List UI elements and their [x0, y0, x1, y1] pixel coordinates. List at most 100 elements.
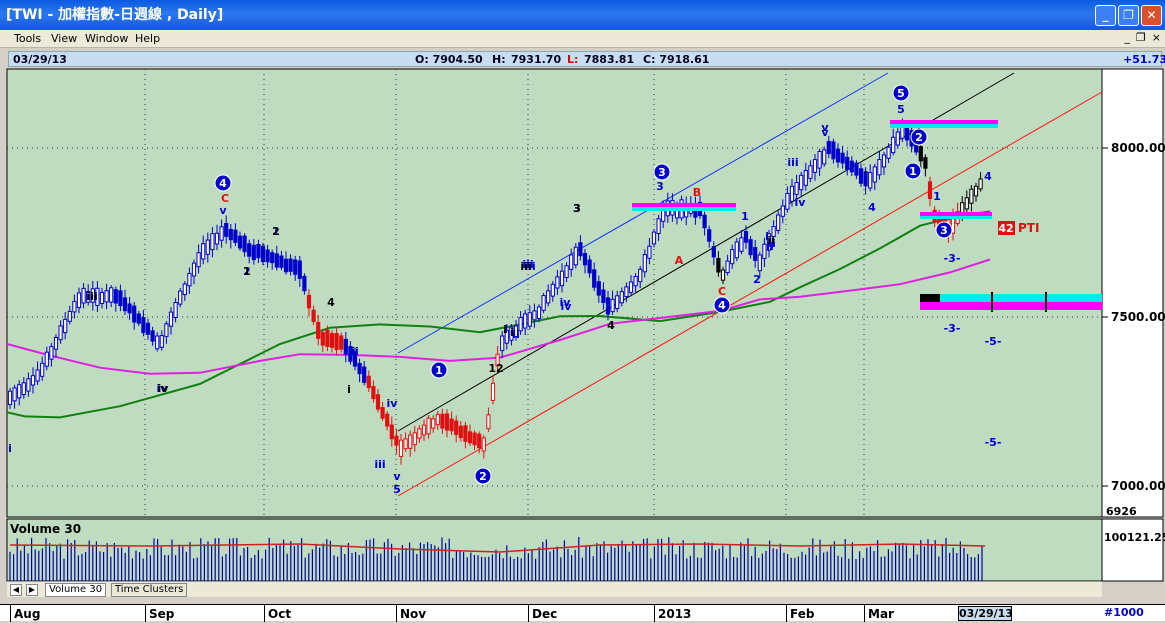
- close-button[interactable]: ✕: [1141, 5, 1162, 26]
- target-zone-small: [920, 212, 992, 216]
- candle-body: [288, 258, 293, 272]
- wave-label-red: C: [221, 192, 229, 205]
- candle-body: [196, 252, 201, 268]
- candle-body: [417, 428, 422, 439]
- menu-view[interactable]: View: [51, 32, 78, 45]
- candle-body: [748, 239, 753, 256]
- candle-body: [251, 244, 256, 261]
- wave-label-red: C: [718, 285, 726, 298]
- candle-body: [467, 431, 473, 444]
- candle-body: [72, 301, 77, 313]
- wave-circle-label: 4: [219, 177, 227, 190]
- wave-label-blue: iv: [560, 296, 572, 309]
- target-zone-b-cyan: [632, 207, 736, 211]
- scroll-right-icon[interactable]: ▶: [26, 584, 38, 596]
- candle-body: [481, 437, 486, 452]
- volume-panel[interactable]: [6, 518, 1103, 582]
- wave-label-blue: 3: [573, 202, 581, 215]
- restore-button[interactable]: ❐: [1118, 5, 1139, 26]
- candle-body: [500, 335, 505, 352]
- candle-body: [127, 303, 132, 314]
- candle-body: [463, 425, 468, 442]
- wave-circle: [910, 128, 928, 146]
- wave-label-black: iv: [158, 382, 170, 395]
- candle-body: [389, 424, 394, 440]
- candle-body: [7, 390, 13, 406]
- candle-body: [596, 281, 601, 296]
- wave-circle: [653, 163, 671, 181]
- candle-body: [624, 286, 629, 298]
- candle-body: [357, 362, 362, 375]
- candle-body: [725, 260, 730, 274]
- scroll-left-icon[interactable]: ◀: [10, 584, 22, 596]
- target-zone-b-magenta: [632, 203, 736, 207]
- candle-body: [302, 275, 307, 292]
- menu-window[interactable]: Window: [85, 32, 129, 45]
- candle-body: [633, 276, 638, 287]
- info-high-label: H:: [492, 53, 506, 66]
- candle-body: [421, 424, 427, 436]
- month-label: Mar: [868, 607, 894, 621]
- wave-label-blue: iii: [787, 156, 798, 169]
- candle-body: [803, 170, 808, 186]
- candle-body: [63, 318, 68, 334]
- tab-volume-30[interactable]: Volume 30: [45, 583, 107, 597]
- wave-label-blue: 4: [868, 201, 876, 214]
- pti-label: PTI: [1018, 221, 1039, 235]
- candle-body: [426, 417, 431, 435]
- wave-label-blue: 1: [933, 190, 941, 203]
- tab-time-clusters[interactable]: Time Clusters: [111, 583, 188, 597]
- candle-body: [81, 287, 86, 304]
- candle-body: [592, 269, 597, 288]
- candle-body: [412, 432, 417, 446]
- candle-body: [178, 290, 183, 305]
- mdi-restore-button[interactable]: ❐: [1135, 31, 1146, 44]
- candle-body: [886, 146, 891, 159]
- wave-label-blue: -3-: [944, 252, 961, 265]
- candle-body: [343, 338, 348, 355]
- minimize-button[interactable]: _: [1095, 5, 1116, 26]
- wave-label-blue: v: [393, 470, 401, 483]
- menu-tools[interactable]: Tools: [14, 32, 42, 45]
- candle-body: [159, 335, 164, 348]
- candle-body: [325, 329, 330, 347]
- candle-body: [785, 192, 790, 210]
- candle-body: [582, 253, 588, 266]
- candle-body: [472, 432, 477, 446]
- time-axis[interactable]: Aug Sep Oct Nov Dec 2013 Feb Mar 03/29/1…: [0, 604, 1165, 622]
- volume-axis: [1101, 518, 1164, 582]
- info-close: C: 7918.61: [643, 53, 710, 66]
- mdi-close-button[interactable]: ×: [1151, 31, 1161, 44]
- candle-body: [228, 229, 233, 241]
- candle-body: [743, 231, 749, 243]
- wave-circle-label: 1: [909, 165, 917, 178]
- candle-body: [145, 322, 151, 335]
- candle-body: [90, 288, 95, 303]
- price-axis[interactable]: [1101, 68, 1164, 518]
- candle-body: [242, 235, 247, 253]
- candle-body: [237, 235, 243, 249]
- candle-body: [256, 244, 261, 259]
- wave-label-blue: v: [821, 121, 829, 134]
- candle-body: [964, 197, 969, 210]
- price-label: 7500.00: [1111, 310, 1165, 324]
- candle-body: [642, 254, 647, 273]
- wave-label-blue: ii: [351, 345, 359, 358]
- candle-body: [702, 214, 707, 229]
- target-zone-large-marker: [920, 294, 940, 302]
- candle-body: [316, 322, 321, 339]
- wave-label-black: 1: [243, 265, 251, 278]
- wave-label-black: i: [347, 383, 351, 396]
- candle-body: [858, 168, 864, 184]
- wave-label-blue: 3: [656, 180, 664, 193]
- candle-body: [573, 246, 578, 266]
- candle-body: [95, 287, 100, 306]
- candle-body: [265, 249, 270, 263]
- menu-help[interactable]: Help: [135, 32, 161, 45]
- wave-circle-label: 5: [897, 87, 905, 100]
- mdi-minimize-button[interactable]: _: [1124, 31, 1130, 44]
- wave-label-blue: 2: [243, 265, 251, 278]
- wave-label-blue: ii: [766, 240, 774, 253]
- candle-body: [12, 387, 17, 402]
